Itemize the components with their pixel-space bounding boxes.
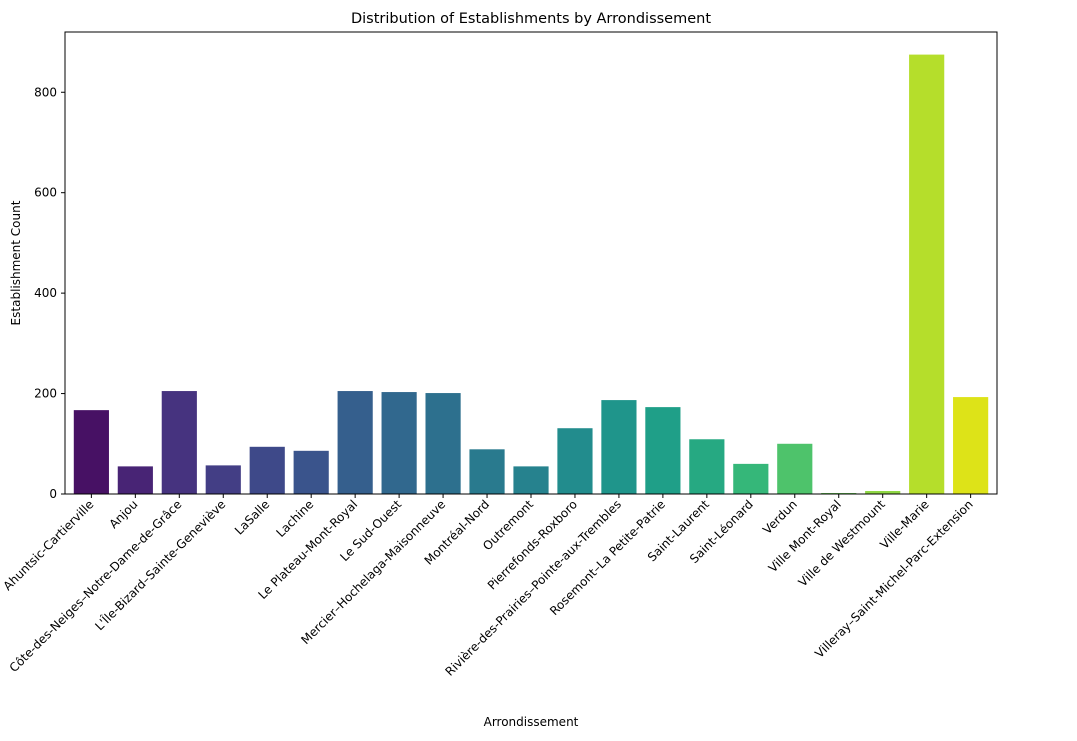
x-tick-label: Verdun: [760, 497, 800, 537]
bar-13: [645, 407, 681, 494]
bar-15: [733, 463, 769, 494]
y-axis-title: Establishment Count: [9, 200, 23, 325]
y-tick-label: 0: [49, 487, 57, 501]
y-tick-label: 600: [34, 186, 57, 200]
bars-group: [73, 54, 989, 494]
x-axis-title: Arrondissement: [484, 715, 579, 729]
bar-1: [117, 466, 153, 494]
bar-6: [337, 391, 373, 494]
y-axis: 0 200 400 600 800: [34, 85, 65, 501]
x-tick-label: LaSalle: [232, 497, 272, 537]
x-tick-label: Ville de Westmount: [796, 497, 888, 589]
x-axis: Ahuntsic-Cartierville AnjouCôte-des-Neige…: [1, 494, 976, 679]
y-tick-label: 400: [34, 286, 57, 300]
x-tick-label: Anjou: [106, 497, 140, 531]
bar-3: [205, 465, 241, 494]
bar-18: [865, 490, 901, 494]
y-tick-label: 200: [34, 387, 57, 401]
bar-20: [953, 397, 989, 494]
x-tick-label: Lachine: [273, 497, 316, 540]
bar-8: [425, 393, 461, 494]
bar-10: [513, 466, 549, 494]
x-tick-label: Ahuntsic-Cartierville: [1, 497, 97, 593]
x-tick-label: Côte-des-Neiges–Notre-Dame-de-Grâce: [7, 497, 185, 675]
bar-4: [249, 446, 285, 494]
bar-2: [161, 391, 197, 494]
bar-19: [909, 54, 945, 494]
bar-9: [469, 449, 505, 494]
x-tick-label: Villeray–Saint-Michel-Parc-Extension: [812, 497, 975, 660]
bar-12: [601, 400, 637, 494]
chart-title: Distribution of Establishments by Arrond…: [351, 11, 711, 27]
bar-14: [689, 439, 725, 494]
plot-frame: [64, 31, 998, 495]
y-tick-label: 800: [34, 85, 57, 99]
bar-5: [293, 450, 329, 494]
bar-7: [381, 392, 417, 494]
bar-0: [73, 410, 109, 494]
bar-11: [557, 428, 593, 494]
bar-16: [777, 443, 813, 494]
